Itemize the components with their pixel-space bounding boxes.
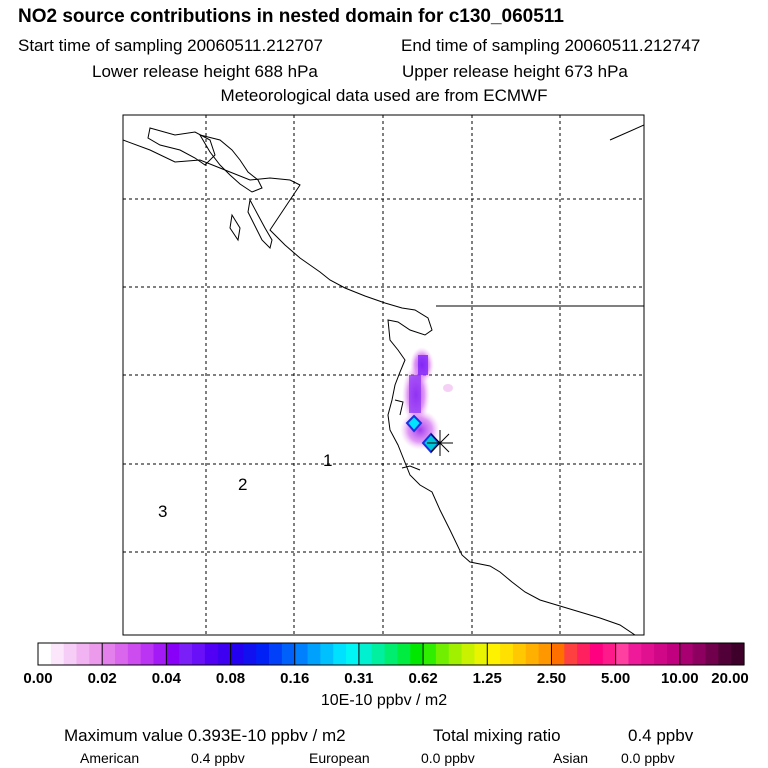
end-time: End time of sampling 20060511.212747 [401, 36, 701, 55]
asterisk-marker [427, 430, 453, 456]
colorbar-swatch [705, 643, 719, 665]
colorbar-tick-label: 5.00 [601, 670, 631, 687]
colorbar-swatch [718, 643, 732, 665]
colorbar-swatch [320, 643, 334, 665]
chart-title: NO2 source contributions in nested domai… [18, 6, 564, 27]
colorbar-swatch [166, 643, 180, 665]
colorbar-frame [37, 642, 745, 666]
colorbar-swatch [538, 643, 553, 665]
colorbar-swatch [102, 643, 116, 665]
colorbar-swatch [666, 643, 681, 665]
colorbar-swatch [358, 643, 373, 665]
region-european-name: European [309, 750, 370, 766]
colorbar-swatch [217, 643, 232, 665]
colorbar-swatch [487, 643, 501, 665]
colorbar-swatch [448, 643, 463, 665]
colorbar-swatch [371, 643, 386, 665]
colorbar-swatch [76, 643, 90, 665]
colorbar-tick-label: 0.08 [215, 670, 246, 687]
region-american-name: American [80, 750, 140, 766]
colorbar-units: 10E-10 ppbv / m2 [320, 692, 448, 709]
total-mixing-ratio-value: 0.4 ppbv [628, 726, 694, 745]
map-gridlines [123, 115, 644, 635]
colorbar-swatch [641, 643, 655, 665]
colorbar-tick-label: 0.02 [87, 670, 117, 687]
colorbar-swatch [474, 643, 488, 665]
colorbar-swatch [89, 643, 103, 665]
colorbar-swatch [294, 643, 309, 665]
colorbar-swatch [230, 643, 244, 665]
colorbar-swatch [577, 643, 591, 665]
colorbar-tick-label: 20.00 [711, 670, 749, 687]
colorbar-swatch [435, 643, 450, 665]
region-asian-value: 0.0 ppbv [621, 750, 675, 766]
region-label-2: 2 [238, 475, 247, 494]
colorbar-tick-label: 0.04 [151, 670, 181, 687]
colorbar-swatch [410, 643, 424, 665]
colorbar-swatch [461, 643, 476, 665]
colorbar-swatch [243, 643, 257, 665]
region-label-3: 3 [158, 502, 167, 521]
colorbar-swatch [525, 643, 540, 665]
coastline [123, 124, 644, 635]
colorbar-swatch [692, 643, 707, 665]
colorbar-swatch [179, 643, 193, 665]
colorbar-swatch [115, 643, 129, 665]
colorbar-swatch [38, 643, 52, 665]
colorbar-tick-label: 0.31 [344, 670, 374, 687]
colorbar-swatch [423, 643, 437, 665]
colorbar-tick-label: 1.25 [472, 670, 502, 687]
colorbar-swatch [628, 643, 642, 665]
region-label-1: 1 [323, 451, 332, 470]
colorbar-swatch [512, 643, 527, 665]
colorbar-swatch [63, 643, 78, 665]
colorbar-swatch [127, 643, 142, 665]
colorbar-swatch [602, 643, 617, 665]
colorbar-swatch [256, 643, 270, 665]
maximum-value: Maximum value 0.393E-10 ppbv / m2 [64, 726, 346, 745]
colorbar-swatch [346, 643, 360, 665]
colorbar-swatch [679, 643, 694, 665]
colorbar-swatch [397, 643, 411, 665]
colorbar-swatch [551, 643, 565, 665]
lower-release-height: Lower release height 688 hPa [92, 62, 318, 81]
colorbar-swatch [589, 643, 604, 665]
colorbar-swatch [307, 643, 321, 665]
total-mixing-ratio-label: Total mixing ratio [433, 726, 561, 745]
start-time: Start time of sampling 20060511.212707 [18, 36, 323, 55]
colorbar-swatch [153, 643, 167, 665]
colorbar-swatch [654, 643, 668, 665]
colorbar-tick-label: 0.00 [23, 670, 53, 687]
region-american-value: 0.4 ppbv [191, 750, 245, 766]
colorbar-swatch [140, 643, 155, 665]
colorbar-swatch [731, 643, 745, 665]
colorbar-swatch [384, 643, 399, 665]
region-european-value: 0.0 ppbv [421, 750, 475, 766]
met-data-source: Meteorological data used are from ECMWF [220, 86, 548, 105]
colorbar-swatch [333, 643, 347, 665]
colorbar-tick-label: 0.16 [280, 670, 310, 687]
colorbar-swatch [269, 643, 283, 665]
colorbar-swatch [204, 643, 219, 665]
map-frame [122, 114, 645, 636]
colorbar-tick-label: 2.50 [536, 670, 567, 687]
colorbar-swatch [281, 643, 296, 665]
colorbar-swatch [564, 643, 578, 665]
upper-release-height: Upper release height 673 hPa [402, 62, 628, 81]
colorbar-tick-label: 0.62 [408, 670, 438, 687]
colorbar-swatch [50, 643, 65, 665]
colorbar-swatch [500, 643, 514, 665]
colorbar-tick-label: 10.00 [661, 670, 699, 687]
colorbar-swatch [192, 643, 206, 665]
colorbar-swatch [615, 643, 630, 665]
colorbar [37, 642, 745, 666]
concentration-plume [400, 347, 453, 454]
region-asian-name: Asian [553, 750, 589, 766]
